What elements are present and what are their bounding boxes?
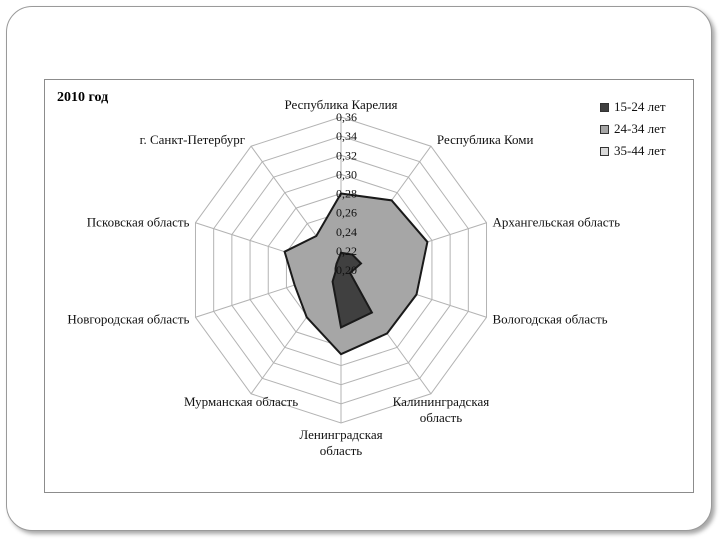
axis-tick-label: 0,36 (336, 110, 357, 124)
axis-tick-label: 0,22 (336, 244, 357, 258)
legend-item: 35-44 лет (600, 140, 666, 162)
legend-item: 15-24 лет (600, 96, 666, 118)
slide-frame: 2010 год 0,20 0,22 0,24 0,26 0,28 0,30 0,32 0,3… (6, 6, 712, 531)
category-label: Архангельская область (493, 215, 621, 230)
legend-swatch (600, 124, 609, 134)
axis-tick-label: 0,30 (336, 167, 357, 181)
chart-legend: 15-24 лет 24-34 лет 35-44 лет (600, 96, 666, 162)
series-24-34-лет (283, 192, 429, 356)
category-label: Новгородская область (67, 311, 189, 326)
category-label: г. Санкт-Петербург (140, 132, 245, 147)
chart-area: 2010 год 0,20 0,22 0,24 0,26 0,28 0,30 0,32 0,3… (44, 79, 694, 493)
legend-label: 15-24 лет (614, 99, 666, 114)
category-label: Псковская область (87, 215, 190, 230)
legend-swatch (600, 146, 609, 156)
legend-label: 35-44 лет (614, 143, 666, 158)
legend-label: 24-34 лет (614, 121, 666, 136)
series-15-24-лет (331, 251, 374, 329)
axis-tick-label: 0,34 (336, 129, 357, 143)
category-label: Ленинградская область (299, 427, 382, 458)
legend-item: 24-34 лет (600, 118, 666, 140)
axis-tick-label: 0,20 (336, 263, 357, 277)
category-label: Вологодская область (493, 311, 608, 326)
radar-chart: 0,200,220,240,260,280,300,320,340,36Респ… (67, 97, 621, 458)
category-label: Республика Коми (437, 132, 534, 147)
legend-swatch (600, 102, 609, 112)
category-label: Калининградская область (393, 394, 490, 425)
category-label: Республика Карелия (284, 97, 397, 112)
axis-tick-label: 0,26 (336, 206, 357, 220)
axis-tick-label: 0,24 (336, 225, 357, 239)
axis-tick-label: 0,28 (336, 187, 357, 201)
axis-tick-label: 0,32 (336, 148, 357, 162)
category-label: Мурманская область (184, 394, 298, 409)
chart-title: 2010 год (57, 90, 109, 105)
